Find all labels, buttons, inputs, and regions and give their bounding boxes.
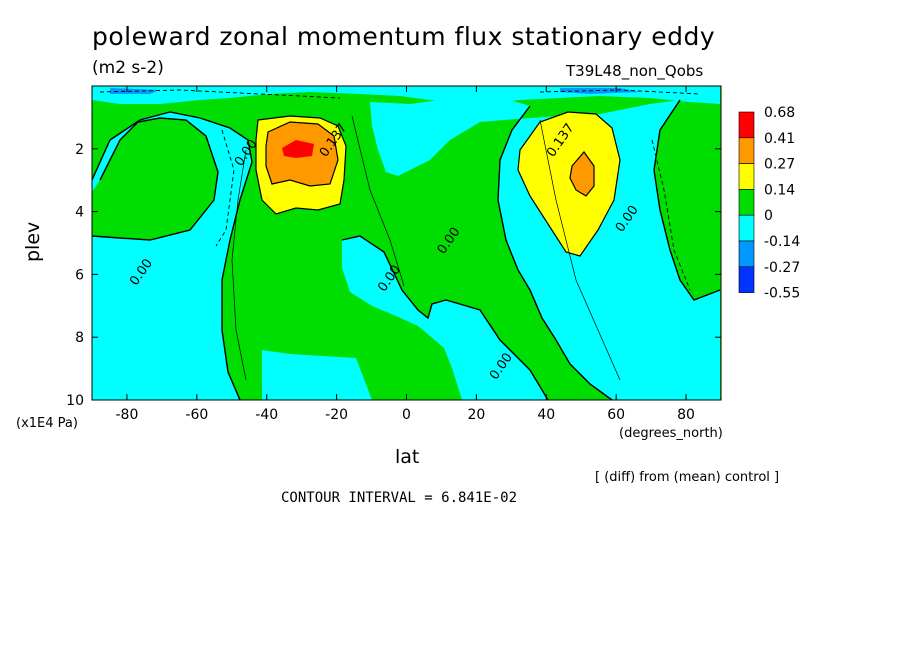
region-nh-jet-yellow xyxy=(518,112,620,256)
legend-level-label-1: 0.41 xyxy=(764,131,795,147)
legend-level-label-6: -0.27 xyxy=(764,260,800,276)
legend-level-label-0: 0.68 xyxy=(764,105,795,121)
contour-dashed-top-right xyxy=(539,89,701,95)
x-tick-label-1: -60 xyxy=(185,407,208,423)
legend-swatch-0 xyxy=(738,111,755,139)
case-label: T39L48_non_Qobs xyxy=(566,62,704,80)
legend-level-label-2: 0.27 xyxy=(764,157,795,173)
region-sh-positive-pocket xyxy=(92,118,218,240)
contour-interval-text: CONTOUR INTERVAL = 6.841E-02 xyxy=(281,490,518,506)
x-tick-label-3: -20 xyxy=(325,407,348,423)
x-tick-label-7: 60 xyxy=(607,407,625,423)
contour-sh-0p14 xyxy=(255,115,347,215)
legend-level-label-3: 0.14 xyxy=(764,182,795,198)
legend-swatch-5 xyxy=(738,240,755,268)
legend-swatch-2 xyxy=(738,163,755,190)
x-unit-label: (degrees_north) xyxy=(619,426,723,441)
contour-nh-0p27 xyxy=(569,151,595,197)
chart-title: poleward zonal momentum flux stationary … xyxy=(92,22,716,51)
legend-level-label-5: -0.14 xyxy=(764,234,800,250)
contour-dashed-sh xyxy=(215,129,235,247)
contour-nh-zero-right xyxy=(653,99,721,301)
region-lower-negative xyxy=(262,350,372,400)
contour-sh-zero xyxy=(92,111,253,400)
units-label: (m2 s-2) xyxy=(92,58,164,78)
contour-eq-zero xyxy=(341,235,549,400)
region-top-blue-right xyxy=(560,88,640,94)
x-tick-label-6: 40 xyxy=(537,407,555,423)
x-tick-label-2: -40 xyxy=(255,407,278,423)
x-tick-label-8: 80 xyxy=(677,407,695,423)
legend-level-label-7: -0.55 xyxy=(764,286,800,302)
contour-thin-nh xyxy=(539,119,621,381)
contour-thin-eq xyxy=(351,115,405,287)
x-tick-label-0: -80 xyxy=(116,407,139,423)
region-sh-jet-red xyxy=(282,140,314,158)
x-axis-label: lat xyxy=(395,446,420,468)
y-tick-label-4: 10 xyxy=(66,393,84,409)
x-tick-label-5: 20 xyxy=(467,407,485,423)
region-sh-green-strip xyxy=(132,146,150,228)
contour-dashed-nh xyxy=(651,139,691,291)
region-eq-negative xyxy=(342,236,548,400)
y-tick-label-1: 4 xyxy=(75,205,84,221)
contour-nh-0p14 xyxy=(517,111,621,257)
contour-sh-pocket-zero xyxy=(92,117,219,241)
legend-swatch-3 xyxy=(738,189,755,216)
legend-level-label-4: 0 xyxy=(764,208,773,224)
legend-swatch-4 xyxy=(738,214,755,242)
contour-thin-sh xyxy=(231,149,247,381)
contour-nh-zero-left xyxy=(497,105,613,400)
y-tick-label-3: 8 xyxy=(75,330,84,346)
x-tick-label-4: 0 xyxy=(402,407,411,423)
region-nh-jet-orange xyxy=(570,152,594,196)
chart-subtitle: [ (diff) from (mean) control ] xyxy=(595,470,780,485)
legend-swatch-6 xyxy=(738,266,755,293)
contour-sh-0p27 xyxy=(265,121,339,187)
contour-dashed-top-left xyxy=(99,89,341,99)
region-nh-negative xyxy=(370,98,720,400)
y-tick-label-0: 2 xyxy=(75,142,84,158)
y-tick-label-2: 6 xyxy=(75,267,84,283)
y-unit-label: (x1E4 Pa) xyxy=(16,416,78,431)
y-axis-label: plev xyxy=(22,221,44,262)
legend-swatch-1 xyxy=(738,137,755,164)
